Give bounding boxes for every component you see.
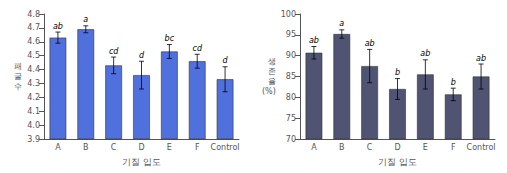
svg-text:4.4: 4.4 xyxy=(27,65,40,74)
svg-text:굴: 굴 xyxy=(14,72,22,81)
svg-text:b: b xyxy=(451,78,456,87)
svg-text:D: D xyxy=(394,143,400,152)
svg-text:ab: ab xyxy=(476,54,486,63)
svg-text:90: 90 xyxy=(286,51,296,60)
svg-text:ab: ab xyxy=(420,49,430,58)
svg-text:생: 생 xyxy=(268,57,276,66)
svg-text:ab: ab xyxy=(53,22,63,31)
svg-text:4.8: 4.8 xyxy=(27,10,40,19)
svg-text:B: B xyxy=(339,143,345,152)
svg-text:Control: Control xyxy=(211,143,240,152)
svg-text:ab: ab xyxy=(365,39,375,48)
svg-text:100: 100 xyxy=(281,10,296,19)
svg-text:85: 85 xyxy=(286,72,296,81)
svg-text:d: d xyxy=(223,56,229,65)
svg-text:수: 수 xyxy=(14,82,22,91)
svg-text:4.7: 4.7 xyxy=(27,23,40,32)
svg-text:80: 80 xyxy=(286,93,296,102)
svg-text:3.9: 3.9 xyxy=(27,135,40,144)
svg-text:d: d xyxy=(139,51,145,60)
svg-text:F: F xyxy=(451,143,456,152)
svg-text:a: a xyxy=(339,19,344,28)
svg-text:A: A xyxy=(311,143,317,152)
svg-text:기질 입도: 기질 입도 xyxy=(378,157,417,167)
svg-text:75: 75 xyxy=(286,114,296,123)
svg-text:E: E xyxy=(167,143,172,152)
svg-text:A: A xyxy=(55,143,61,152)
svg-text:cd: cd xyxy=(109,47,119,56)
svg-text:(%): (%) xyxy=(262,87,276,96)
svg-text:4.1: 4.1 xyxy=(27,107,40,116)
svg-text:cd: cd xyxy=(192,44,202,53)
svg-text:95: 95 xyxy=(286,30,296,39)
svg-text:4.6: 4.6 xyxy=(27,37,40,46)
svg-text:기질 입도: 기질 입도 xyxy=(122,157,161,167)
svg-text:율: 율 xyxy=(268,77,276,86)
svg-text:C: C xyxy=(367,143,373,152)
svg-text:4.5: 4.5 xyxy=(27,51,40,60)
svg-text:ab: ab xyxy=(309,36,319,45)
svg-text:a: a xyxy=(83,15,88,24)
svg-text:F: F xyxy=(195,143,200,152)
svg-text:bc: bc xyxy=(165,34,175,43)
svg-text:4.3: 4.3 xyxy=(27,79,40,88)
svg-text:패: 패 xyxy=(14,62,22,71)
svg-text:4.2: 4.2 xyxy=(27,93,40,102)
svg-text:E: E xyxy=(423,143,428,152)
svg-text:C: C xyxy=(111,143,117,152)
svg-text:D: D xyxy=(138,143,144,152)
svg-text:b: b xyxy=(395,68,400,77)
svg-text:B: B xyxy=(83,143,89,152)
svg-text:70: 70 xyxy=(286,135,296,144)
svg-text:Control: Control xyxy=(467,143,496,152)
svg-text:존: 존 xyxy=(268,67,276,76)
svg-text:4.0: 4.0 xyxy=(27,121,40,130)
